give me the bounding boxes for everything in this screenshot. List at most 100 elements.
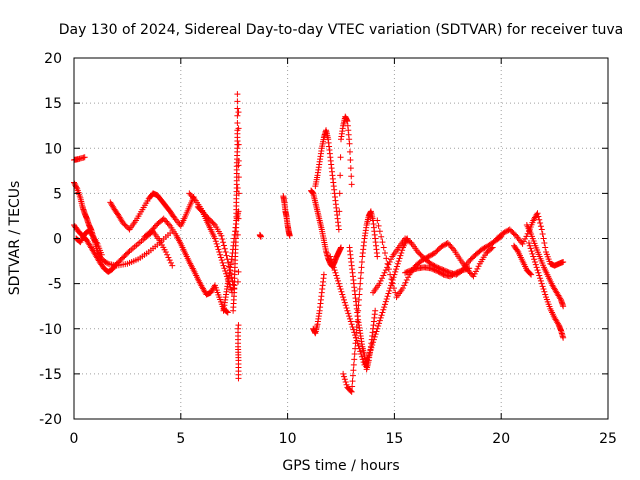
x-tick-label: 15 [385,431,403,447]
data-point [349,383,356,390]
data-point [537,275,544,282]
data-point [401,282,408,289]
data-point [223,308,230,315]
data-point [466,265,473,272]
data-point [557,295,564,302]
data-point [430,266,437,273]
series-trace-p [340,208,381,395]
data-point [511,231,518,238]
data-point [340,373,347,380]
data-point [447,242,454,249]
data-point [234,278,241,285]
data-point [375,323,382,330]
data-point [234,112,241,119]
data-point [470,254,477,261]
data-point [160,215,167,222]
data-point [405,268,412,275]
data-point [536,272,543,279]
data-point [376,320,383,327]
data-point [219,236,226,243]
data-point [206,216,213,223]
data-point [208,218,215,225]
data-point [449,245,456,252]
series-trace-q [346,244,379,373]
data-point [482,244,489,251]
data-point [162,249,169,256]
data-point [337,172,344,179]
data-point [534,210,541,217]
data-point [167,230,174,237]
data-point [347,388,354,395]
data-point [530,253,537,260]
data-point [358,264,365,271]
data-point [431,266,438,273]
data-point [541,240,548,247]
data-point [234,184,241,191]
data-point [380,272,387,279]
data-point [457,268,464,275]
data-point [201,211,208,218]
data-point [399,247,406,254]
data-point [540,235,547,242]
data-point [164,219,171,226]
data-point [257,233,264,240]
data-point [455,268,462,275]
data-point [426,252,433,259]
data-point [216,249,223,256]
data-point [329,258,336,265]
data-point [121,253,128,260]
data-point [234,91,241,98]
data-point [520,238,527,245]
data-point [223,252,230,259]
data-point [379,309,386,316]
data-point [166,257,173,264]
data-point [81,154,88,161]
data-point [346,315,353,322]
data-point [387,256,394,263]
data-point [402,279,409,286]
data-point [420,256,427,263]
data-point [381,269,388,276]
data-point [374,253,381,260]
x-tick-label: 0 [70,431,79,447]
data-point [540,286,547,293]
data-point [446,241,453,248]
data-point [234,105,241,112]
data-point [436,269,443,276]
data-point [115,259,122,266]
data-point [555,320,562,327]
data-point [439,242,446,249]
data-point [234,119,241,126]
data-point [165,221,172,228]
data-point [535,213,542,220]
series-trace-x [511,242,535,278]
data-point [357,275,364,282]
data-point [357,348,364,355]
data-point [383,295,390,302]
series-trace-m [312,113,355,233]
series-trace-n [310,271,327,337]
data-point [343,304,350,311]
data-point [522,235,529,242]
data-point [449,271,456,278]
data-point [338,244,344,251]
data-point [227,284,234,291]
data-point [338,288,345,295]
data-point [335,280,342,287]
data-point [327,253,334,260]
data-point [414,249,421,256]
data-point [286,232,293,239]
data-point [438,243,445,250]
data-point [146,229,153,236]
x-tick-label: 25 [599,431,617,447]
data-point [453,269,460,276]
data-point [542,244,549,251]
data-point [347,318,354,325]
series-trace-c [71,221,176,275]
y-tick-label: -10 [39,322,62,338]
data-point [431,249,438,256]
data-point [336,208,343,215]
data-point [151,223,158,230]
data-point [376,280,383,287]
data-point [470,273,477,280]
